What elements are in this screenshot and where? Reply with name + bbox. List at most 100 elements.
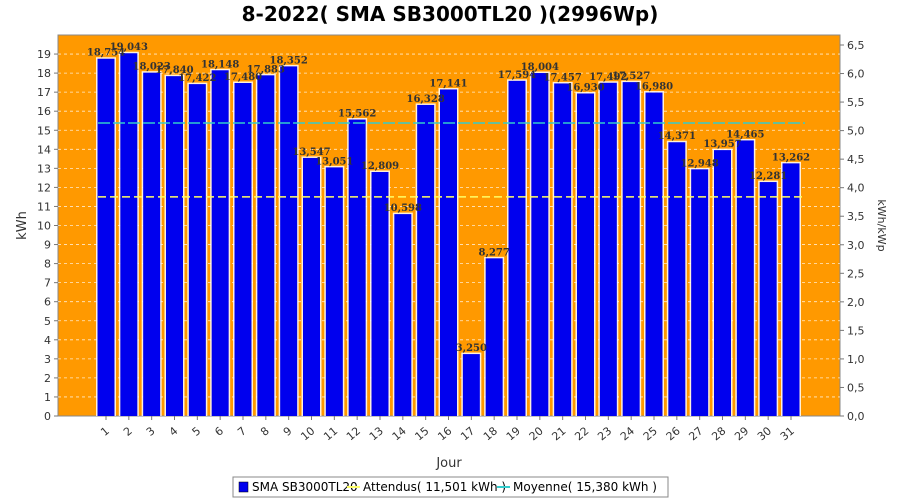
- x-tick-label: 24: [618, 424, 637, 443]
- data-label: 12,281: [749, 171, 787, 182]
- bar: [143, 72, 161, 416]
- y-tick-label: 5: [44, 315, 51, 328]
- y2-tick-label: 1,5: [847, 324, 865, 337]
- x-tick-label: 15: [413, 424, 432, 443]
- bar: [577, 93, 594, 417]
- bar: [462, 354, 480, 416]
- x-tick-label: 9: [281, 424, 295, 438]
- data-label: 17,422: [178, 73, 216, 84]
- data-label: 18,352: [270, 55, 308, 66]
- data-label: 12,809: [361, 161, 399, 172]
- y-tick-label: 1: [44, 391, 51, 404]
- legend-label: SMA SB3000TL20: [252, 480, 358, 494]
- x-tick-label: 29: [732, 424, 751, 443]
- y2-tick-label: 2,5: [847, 267, 865, 280]
- data-label: 16,980: [635, 82, 673, 93]
- bar: [371, 171, 389, 416]
- y-tick-label: 17: [37, 86, 51, 99]
- y-tick-label: 12: [37, 181, 51, 194]
- data-label: 13,051: [315, 156, 353, 167]
- bar: [668, 142, 686, 416]
- y-tick-label: 18: [37, 67, 51, 80]
- x-tick-label: 31: [778, 424, 797, 443]
- x-tick-label: 26: [664, 424, 683, 443]
- bar: [714, 150, 731, 417]
- x-tick-label: 19: [504, 424, 523, 443]
- y-tick-label: 16: [37, 105, 51, 118]
- x-tick-label: 30: [755, 424, 774, 443]
- y2-tick-label: 1,0: [847, 353, 865, 366]
- data-label: 17,457: [544, 72, 582, 83]
- data-label: 18,023: [133, 62, 171, 73]
- y2-tick-label: 5,0: [847, 125, 865, 138]
- bar: [257, 75, 275, 416]
- data-label: 13,957: [703, 139, 741, 150]
- data-label: 14,465: [726, 129, 764, 140]
- legend-box: [232, 476, 669, 498]
- bar: [280, 66, 298, 416]
- data-label: 16,930: [566, 82, 604, 93]
- chart-title: 8-2022( SMA SB3000TL20 )(2996Wp): [242, 2, 659, 26]
- y2-axis-title: kWh/kWp: [875, 199, 888, 251]
- y-tick-label: 9: [44, 239, 51, 252]
- bar: [736, 140, 754, 416]
- bar: [120, 53, 138, 417]
- y2-tick-label: 6,5: [847, 39, 865, 52]
- data-label: 17,840: [155, 65, 193, 76]
- data-label: 16,328: [407, 94, 445, 105]
- data-label: 18,754: [87, 48, 125, 59]
- bar: [417, 104, 435, 416]
- x-tick-label: 16: [435, 424, 454, 443]
- y2-tick-label: 0,0: [847, 410, 865, 423]
- bar: [599, 82, 617, 416]
- y-tick-label: 10: [37, 220, 51, 233]
- y-tick-label: 6: [44, 296, 51, 309]
- x-tick-label: 12: [344, 424, 363, 443]
- x-tick-label: 25: [641, 424, 660, 443]
- x-tick-label: 11: [321, 424, 340, 443]
- y2-tick-label: 2,0: [847, 296, 865, 309]
- data-label: 15,562: [338, 109, 376, 120]
- y2-tick-label: 4,0: [847, 182, 865, 195]
- x-tick-label: 4: [167, 424, 181, 438]
- x-tick-label: 5: [190, 424, 204, 438]
- bar: [394, 214, 412, 416]
- data-label: 17,480: [224, 72, 262, 83]
- bar: [554, 83, 572, 416]
- x-tick-label: 8: [258, 424, 272, 438]
- bar: [645, 92, 663, 416]
- data-label: 3,250: [456, 343, 487, 354]
- x-tick-label: 1: [98, 424, 112, 438]
- bar: [325, 167, 343, 416]
- x-tick-label: 20: [527, 424, 546, 443]
- y2-tick-label: 3,5: [847, 210, 865, 223]
- x-tick-label: 7: [235, 424, 249, 438]
- y-tick-label: 7: [44, 277, 51, 290]
- x-tick-label: 28: [709, 424, 728, 443]
- y2-tick-label: 4,5: [847, 153, 865, 166]
- y-axis-title: kWh: [15, 211, 30, 240]
- y-tick-label: 4: [44, 334, 51, 347]
- data-label: 17,141: [429, 78, 467, 89]
- bar: [188, 84, 206, 416]
- y-tick-label: 11: [37, 200, 51, 213]
- data-label: 17,527: [612, 71, 650, 82]
- y2-tick-label: 5,5: [847, 96, 865, 109]
- legend-label: Attendus( 11,501 kWh ): [363, 480, 506, 494]
- data-label: 18,004: [521, 62, 559, 73]
- y-tick-label: 8: [44, 258, 51, 271]
- x-tick-label: 3: [144, 424, 158, 438]
- x-tick-label: 13: [367, 424, 386, 443]
- y-tick-label: 15: [37, 124, 51, 137]
- x-tick-label: 27: [687, 424, 706, 443]
- bar: [508, 80, 526, 417]
- bar: [97, 58, 115, 417]
- x-tick-label: 6: [212, 424, 226, 438]
- data-label: 19,043: [110, 42, 148, 53]
- x-tick-label: 14: [390, 424, 409, 443]
- x-tick-label: 10: [298, 424, 317, 443]
- legend-label: Moyenne( 15,380 kWh ): [513, 480, 657, 494]
- x-tick-label: 18: [481, 424, 500, 443]
- y-tick-label: 19: [37, 48, 51, 61]
